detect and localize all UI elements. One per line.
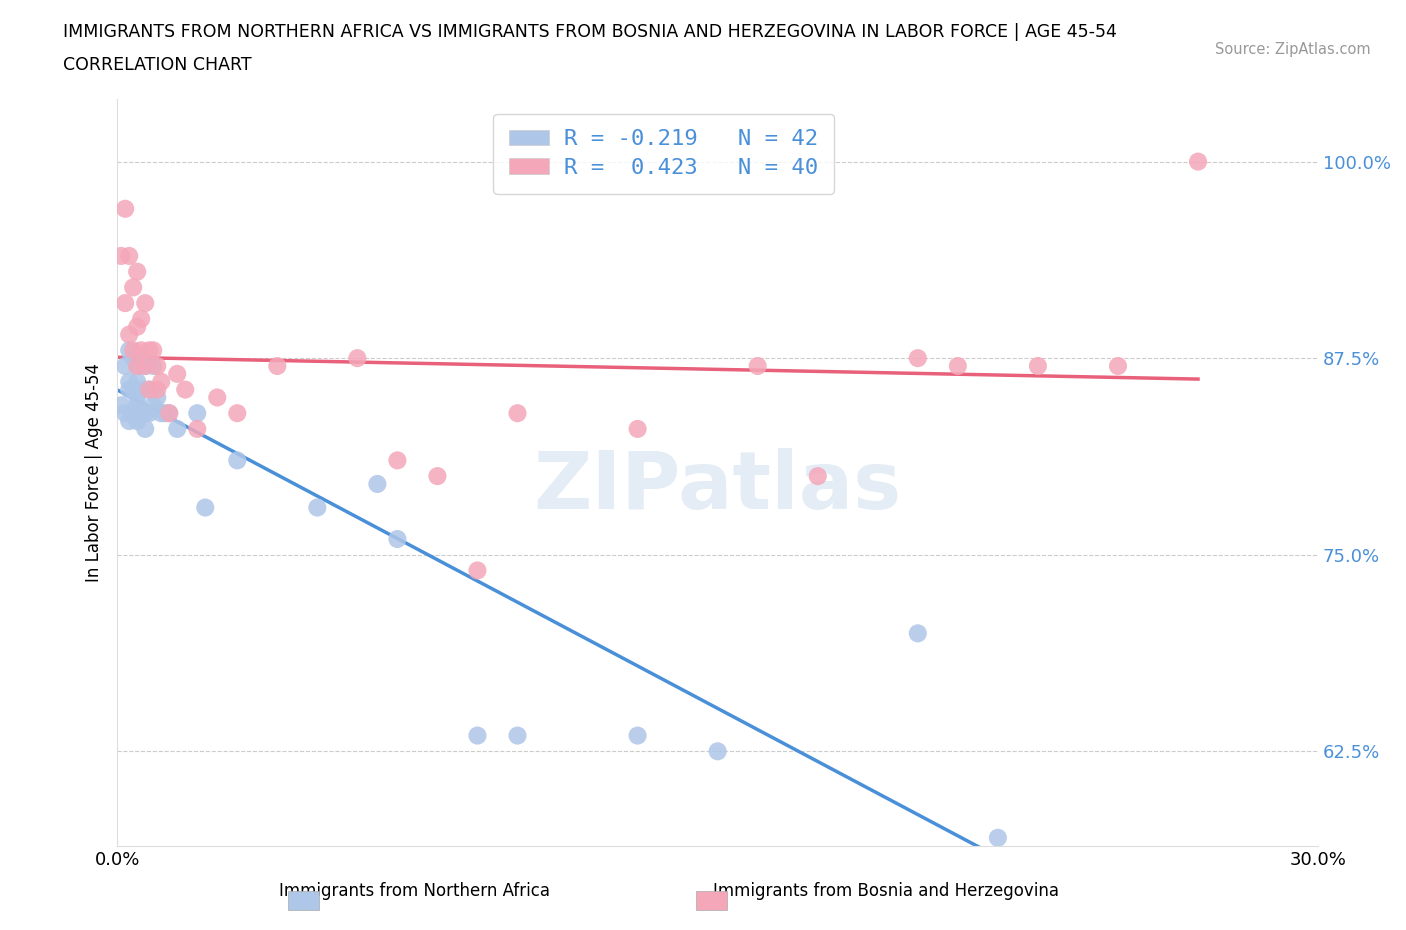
Point bbox=[226, 453, 249, 468]
Point bbox=[142, 359, 165, 374]
Point bbox=[626, 421, 648, 436]
Y-axis label: In Labor Force | Age 45-54: In Labor Force | Age 45-54 bbox=[86, 363, 103, 581]
Point bbox=[266, 359, 288, 374]
Point bbox=[186, 405, 208, 420]
Point bbox=[114, 359, 136, 374]
Point bbox=[946, 359, 969, 374]
Point bbox=[157, 405, 180, 420]
Text: ZIPatlas: ZIPatlas bbox=[533, 448, 901, 526]
Point bbox=[706, 744, 728, 759]
Point bbox=[127, 264, 149, 279]
Point bbox=[118, 343, 141, 358]
Point bbox=[118, 382, 141, 397]
Point bbox=[166, 421, 188, 436]
Point bbox=[907, 626, 929, 641]
Point bbox=[127, 374, 149, 389]
Point bbox=[307, 500, 329, 515]
Point bbox=[134, 405, 156, 420]
Point bbox=[127, 359, 149, 374]
Point bbox=[138, 343, 160, 358]
Text: Immigrants from Bosnia and Herzegovina: Immigrants from Bosnia and Herzegovina bbox=[713, 883, 1059, 900]
Point bbox=[142, 343, 165, 358]
Point bbox=[506, 405, 529, 420]
Point bbox=[118, 414, 141, 429]
Point bbox=[118, 327, 141, 342]
Point bbox=[110, 398, 132, 413]
Point bbox=[127, 414, 149, 429]
Text: IMMIGRANTS FROM NORTHERN AFRICA VS IMMIGRANTS FROM BOSNIA AND HERZEGOVINA IN LAB: IMMIGRANTS FROM NORTHERN AFRICA VS IMMIG… bbox=[63, 23, 1118, 41]
Point bbox=[387, 453, 409, 468]
Point bbox=[155, 405, 177, 420]
Point bbox=[122, 343, 145, 358]
Point bbox=[134, 296, 156, 311]
Point bbox=[174, 382, 197, 397]
Point bbox=[150, 374, 173, 389]
Point bbox=[146, 390, 169, 405]
Point bbox=[150, 405, 173, 420]
Point bbox=[807, 469, 830, 484]
Point bbox=[194, 500, 217, 515]
Point bbox=[387, 532, 409, 547]
Point bbox=[122, 405, 145, 420]
Point bbox=[134, 421, 156, 436]
Point bbox=[186, 421, 208, 436]
Point bbox=[1187, 154, 1209, 169]
Point bbox=[366, 476, 388, 491]
Point bbox=[110, 248, 132, 263]
Point bbox=[122, 382, 145, 397]
Point bbox=[134, 359, 156, 374]
Point bbox=[506, 728, 529, 743]
Point bbox=[138, 405, 160, 420]
Point bbox=[1026, 359, 1049, 374]
Point bbox=[1107, 359, 1129, 374]
Point bbox=[142, 398, 165, 413]
Point bbox=[626, 728, 648, 743]
Point bbox=[157, 405, 180, 420]
Point bbox=[114, 201, 136, 216]
Point bbox=[987, 830, 1010, 845]
Point bbox=[129, 351, 152, 365]
Point bbox=[747, 359, 769, 374]
Point bbox=[114, 296, 136, 311]
Point bbox=[426, 469, 449, 484]
Point bbox=[467, 728, 489, 743]
Text: CORRELATION CHART: CORRELATION CHART bbox=[63, 56, 252, 73]
Point bbox=[122, 280, 145, 295]
Point bbox=[907, 351, 929, 365]
Point bbox=[129, 382, 152, 397]
Point bbox=[127, 319, 149, 334]
Point bbox=[226, 405, 249, 420]
Point bbox=[118, 374, 141, 389]
Point bbox=[134, 359, 156, 374]
Point bbox=[127, 398, 149, 413]
Point bbox=[138, 382, 160, 397]
Point bbox=[146, 382, 169, 397]
Point bbox=[129, 312, 152, 326]
Point bbox=[122, 351, 145, 365]
Text: Immigrants from Northern Africa: Immigrants from Northern Africa bbox=[280, 883, 550, 900]
Point bbox=[138, 382, 160, 397]
Point bbox=[146, 359, 169, 374]
Point bbox=[114, 405, 136, 420]
Point bbox=[207, 390, 229, 405]
Point bbox=[467, 563, 489, 578]
Point bbox=[129, 405, 152, 420]
Point bbox=[129, 343, 152, 358]
Point bbox=[127, 359, 149, 374]
Text: Source: ZipAtlas.com: Source: ZipAtlas.com bbox=[1215, 42, 1371, 57]
Point bbox=[166, 366, 188, 381]
Point bbox=[118, 248, 141, 263]
Point bbox=[346, 351, 368, 365]
Legend: R = -0.219   N = 42, R =  0.423   N = 40: R = -0.219 N = 42, R = 0.423 N = 40 bbox=[494, 113, 834, 193]
Point bbox=[127, 390, 149, 405]
